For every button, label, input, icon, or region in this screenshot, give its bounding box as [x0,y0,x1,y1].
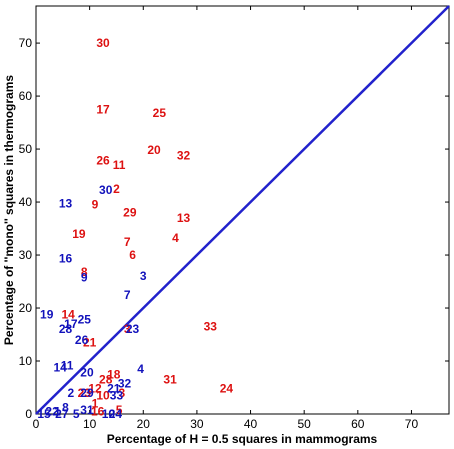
data-point-label: 5 [73,407,80,421]
data-point-label: 13 [59,197,73,211]
data-point-label: 10 [102,407,116,421]
data-point-label: 24 [109,407,123,421]
data-point-label: 17 [64,317,78,331]
data-point-label: 11 [113,158,126,172]
data-point-label: 12 [88,382,102,396]
data-point-label: 28 [59,322,73,336]
data-point-label: 8 [62,401,69,415]
y-tick-label: 0 [25,407,32,421]
data-point-label: 27 [55,407,69,421]
identity-line [35,5,450,415]
data-point-label: 22 [45,404,59,418]
data-point-label: 20 [147,143,161,157]
data-point-label: 31 [163,373,177,387]
data-point-label: 29 [123,206,137,220]
y-axis-label: Percentage of ''mono'' squares in thermo… [2,75,16,345]
x-axis: 0 10 20 30 40 50 60 70 [33,6,419,431]
data-point-label: 4 [137,362,144,376]
data-point-label: 21 [107,382,121,396]
data-point-label: 11 [61,358,74,372]
x-axis-label: Percentage of H = 0.5 squares in mammogr… [107,432,378,446]
x-tick-label: 50 [298,417,312,431]
x-tick-label: 60 [351,417,365,431]
data-point-label: 2 [113,182,120,196]
data-point-label: 16 [91,404,105,418]
data-point-label: 25 [78,313,92,327]
x-tick-label: 70 [405,417,419,431]
data-point-label: 1 [92,396,99,410]
data-point-label: 3 [124,322,131,336]
data-point-label: 14 [53,360,67,374]
data-point-label: 7 [124,288,131,302]
x-tick-label: 0 [33,417,40,431]
data-point-label: 18 [107,367,121,381]
x-tick-label: 40 [244,417,258,431]
data-point-label: 23 [126,322,140,336]
data-point-label: 19 [72,227,86,241]
y-tick-label: 10 [19,354,33,368]
data-point-label: 21 [83,335,97,349]
x-tick-label: 20 [137,417,151,431]
data-point-label: 7 [124,235,131,249]
data-point-label: 4 [172,231,179,245]
data-point-label: 31 [80,403,94,417]
y-tick-label: 20 [19,301,33,315]
data-point-label: 20 [80,366,94,380]
data-point-label: 17 [96,102,110,116]
data-point-label: 33 [110,388,124,402]
data-point-label: 23 [78,386,92,400]
data-point-label: 28 [99,373,113,387]
data-point-label: 25 [153,106,167,120]
data-point-label: 32 [118,376,132,390]
data-point-label: 30 [99,183,113,197]
data-point-label: 15 [37,407,51,421]
data-point-label: 19 [40,307,54,321]
data-point-label: 6 [129,248,136,262]
data-point-label: 16 [59,252,73,266]
y-tick-label: 30 [19,248,33,262]
data-point-label: 1 [54,404,61,418]
data-point-label: 14 [62,307,76,321]
data-point-label: 29 [80,386,94,400]
data-point-label: 30 [96,36,110,50]
y-tick-label: 60 [19,89,33,103]
data-point-label: 3 [140,269,147,283]
data-point-label: 26 [75,333,89,347]
y-tick-label: 50 [19,142,33,156]
data-point-label: 33 [204,320,218,334]
data-point-label: 10 [96,388,110,402]
data-point-label: 24 [220,382,234,396]
x-tick-label: 10 [83,417,97,431]
y-tick-label: 70 [19,36,33,50]
data-point-label: 26 [96,154,110,168]
data-point-label: 9 [92,198,99,212]
data-point-label: 13 [177,211,191,225]
y-tick-label: 40 [19,195,33,209]
data-point-label: 2 [68,386,75,400]
data-point-label: 3 [118,386,125,400]
data-point-label: 8 [81,265,88,279]
data-point-label: 32 [177,148,191,162]
data-point-label: 9 [81,270,88,284]
x-tick-label: 30 [190,417,204,431]
data-point-label: 5 [116,403,123,417]
